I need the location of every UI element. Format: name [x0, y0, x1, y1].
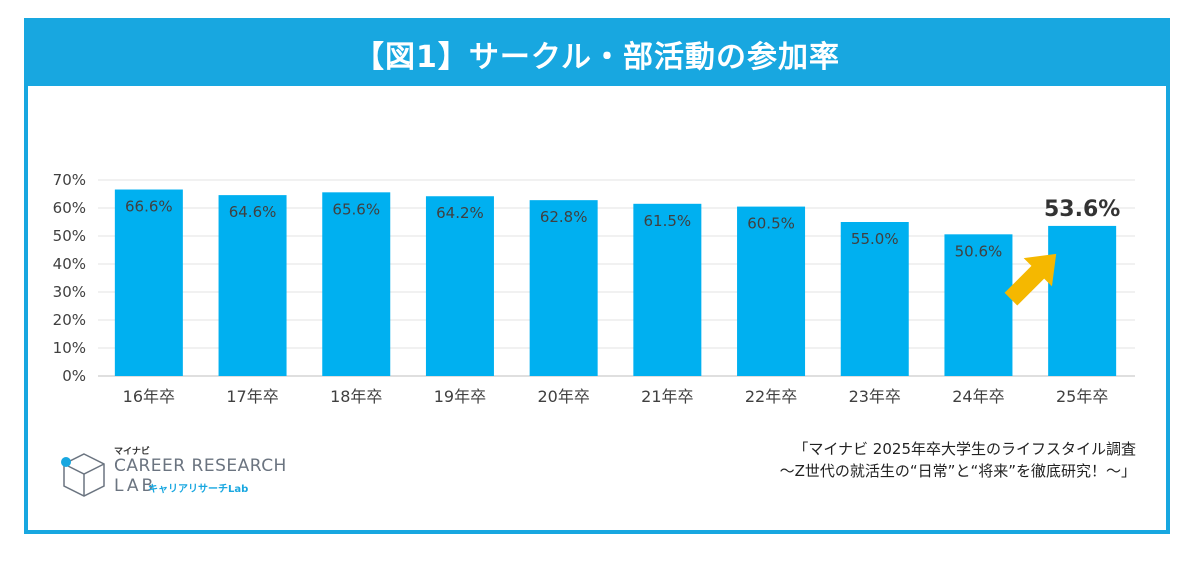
data-label: 60.5%: [747, 215, 795, 233]
data-label: 65.6%: [332, 200, 380, 218]
data-label: 55.0%: [851, 230, 899, 248]
y-tick-label: 10%: [53, 339, 86, 357]
y-tick-label: 30%: [53, 283, 86, 301]
y-tick-label: 40%: [53, 255, 86, 273]
bar: [1048, 225, 1117, 376]
source-note: 「マイナビ 2025年卒大学生のライフスタイル調査 ～Z世代の就活生の“日常”と…: [780, 438, 1136, 482]
x-category-label: 17年卒: [226, 387, 278, 406]
bar: [944, 234, 1013, 376]
logo-mynavi: マイナビ: [114, 447, 150, 457]
x-category-label: 24年卒: [952, 387, 1004, 406]
source-line1: 「マイナビ 2025年卒大学生のライフスタイル調査: [793, 440, 1136, 458]
highlight-arrow-icon: [1004, 253, 1057, 306]
x-category-label: 19年卒: [434, 387, 486, 406]
bar: [840, 222, 909, 376]
y-tick-label: 20%: [53, 311, 86, 329]
x-category-label: 22年卒: [745, 387, 797, 406]
x-category-label: 23年卒: [849, 387, 901, 406]
chart-title: 【図1】サークル・部活動の参加率: [354, 40, 840, 75]
x-category-label: 21年卒: [641, 387, 693, 406]
logo-line1: CAREER RESEARCH: [114, 456, 287, 476]
data-label: 64.2%: [436, 204, 484, 222]
bar: [529, 200, 598, 376]
y-tick-label: 0%: [62, 367, 86, 385]
y-tick-label: 70%: [53, 171, 86, 189]
data-label: 64.6%: [229, 203, 277, 221]
y-tick-label: 60%: [53, 199, 86, 217]
data-label: 61.5%: [644, 212, 692, 230]
y-tick-label: 50%: [53, 227, 86, 245]
bar: [737, 206, 806, 376]
data-label: 50.6%: [955, 242, 1003, 260]
bar: [425, 196, 494, 376]
data-label: 62.8%: [540, 208, 588, 226]
x-category-label: 25年卒: [1056, 387, 1108, 406]
x-category-label: 18年卒: [330, 387, 382, 406]
bar: [322, 192, 391, 376]
title-bar: 【図1】サークル・部活動の参加率: [28, 22, 1166, 86]
cube-logo-icon: [61, 453, 105, 497]
data-label: 66.6%: [125, 198, 173, 216]
bar: [114, 189, 183, 376]
bar: [218, 195, 287, 376]
highlight-data-label: 53.6%: [1044, 197, 1120, 222]
x-category-label: 16年卒: [123, 387, 175, 406]
bar: [633, 203, 702, 376]
logo-line2: LAB: [114, 476, 157, 496]
logo-kana: キャリアリサーチLab: [148, 484, 249, 495]
career-research-lab-logo: マイナビ CAREER RESEARCH LAB キャリアリサーチLab: [58, 444, 288, 500]
source-line2: ～Z世代の就活生の“日常”と“将来”を徹底研究！～」: [779, 462, 1136, 480]
x-category-label: 20年卒: [537, 387, 589, 406]
